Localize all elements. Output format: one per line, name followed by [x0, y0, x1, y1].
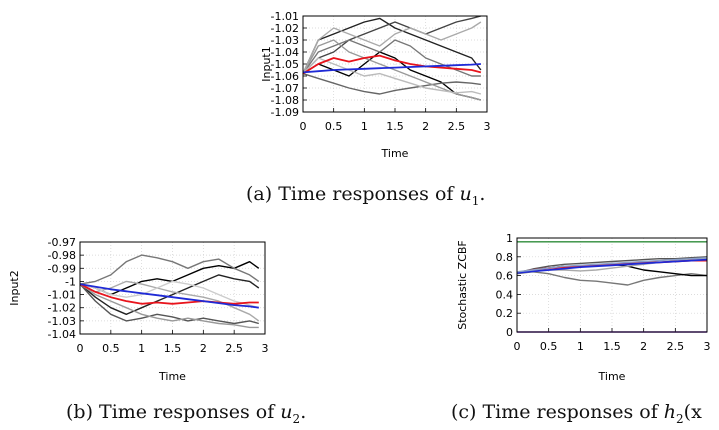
series-line: [79, 283, 259, 329]
y-tick-label: -1.04: [48, 328, 76, 341]
plot-frame: [79, 241, 266, 335]
series-line: [79, 274, 260, 315]
chart-b: -0.97-0.98-0.99-1-1.01-1.02-1.03-1.040 0.…: [8, 236, 269, 383]
y-tick-label: -1.02: [271, 22, 299, 35]
y-tick-label: -0.97: [48, 236, 76, 249]
y-tick-label: -1.06: [271, 70, 299, 83]
x-tick-label: 1.5: [386, 120, 404, 133]
x-tick-label: 1: [361, 120, 368, 133]
x-tick-label: 1: [577, 340, 584, 353]
y-tick-label: 0.8: [496, 251, 514, 264]
series-line: [302, 39, 481, 77]
series-line: [79, 280, 260, 322]
x-tick-label: 3: [704, 340, 711, 353]
x-tick-label: 1.5: [603, 340, 621, 353]
caption-c: (c) Time responses of h2(x: [451, 401, 702, 426]
y-axis-label: Input2: [8, 270, 21, 305]
y-tick-label: -1.01: [271, 10, 299, 23]
x-tick-label: 0.5: [325, 120, 343, 133]
x-tick-label: 0: [514, 340, 521, 353]
x-tick-label: 2: [422, 120, 429, 133]
x-tick-label: 2.5: [225, 342, 243, 355]
series-line: [302, 63, 481, 74]
x-tick-label: 1.5: [164, 342, 182, 355]
x-axis-label: Time: [381, 147, 409, 160]
y-tick-label: -1.08: [271, 94, 299, 107]
series-line: [79, 283, 259, 305]
y-tick-label: -1.02: [48, 302, 76, 315]
y-tick-label: -1.03: [48, 315, 76, 328]
y-tick-label: -1.05: [271, 58, 299, 71]
y-tick-label: 0.6: [496, 270, 514, 283]
series-line: [79, 254, 260, 285]
series-line: [302, 17, 482, 74]
y-tick-label: -0.98: [48, 249, 76, 262]
x-tick-label: 1: [138, 342, 145, 355]
x-tick-label: 2.5: [667, 340, 685, 353]
y-tick-label: -1.07: [271, 82, 299, 95]
y-tick-label: -1.01: [48, 289, 76, 302]
y-tick-label: 1: [506, 232, 513, 245]
y-tick-label: 0.2: [496, 307, 514, 320]
y-tick-label: -1.09: [271, 106, 299, 119]
series-line: [79, 283, 259, 309]
x-tick-label: 2: [640, 340, 647, 353]
chart-c: 1 0.8 0.6 0.4 0.2 00 0.5 1 1.5 2 2.5 3 Time Stochasti…: [456, 232, 711, 383]
y-tick-label: -1: [65, 275, 76, 288]
plot-frame: [302, 15, 488, 113]
caption-a: (a) Time responses of u1.: [246, 183, 486, 208]
series-line: [302, 54, 482, 75]
y-tick-label: -1.03: [271, 34, 299, 47]
series-line: [302, 15, 482, 75]
plot-frame: [516, 237, 708, 333]
series-line: [516, 258, 708, 274]
x-tick-label: 0.5: [102, 342, 120, 355]
y-tick-label: -0.99: [48, 262, 76, 275]
x-tick-label: 0.5: [540, 340, 558, 353]
y-tick-label: 0.4: [496, 288, 514, 301]
y-axis-label: Stochastic ZCBF: [456, 240, 469, 330]
x-axis-label: Time: [158, 370, 186, 383]
chart-a: -1.01-1.02-1.03-1.04-1.05-1.06-1.07-1.08…: [260, 10, 491, 160]
series-line: [302, 21, 482, 74]
series-line: [302, 39, 482, 101]
y-tick-label: 0: [506, 326, 513, 339]
x-axis-label: Time: [598, 370, 626, 383]
y-tick-label: -1.04: [271, 46, 299, 59]
caption-b: (b) Time responses of u2.: [66, 401, 307, 426]
series-line: [79, 283, 259, 325]
x-tick-label: 2: [200, 342, 207, 355]
series-line: [302, 72, 481, 95]
series-line: [79, 280, 259, 309]
series-line: [516, 271, 708, 286]
x-tick-label: 3: [262, 342, 269, 355]
x-tick-label: 0: [77, 342, 84, 355]
x-tick-label: 0: [300, 120, 307, 133]
series-line: [516, 256, 708, 274]
y-axis-label: Input1: [260, 46, 273, 81]
x-tick-label: 3: [484, 120, 491, 133]
x-tick-label: 2.5: [448, 120, 466, 133]
series-line: [302, 57, 482, 95]
series-line: [516, 257, 708, 273]
